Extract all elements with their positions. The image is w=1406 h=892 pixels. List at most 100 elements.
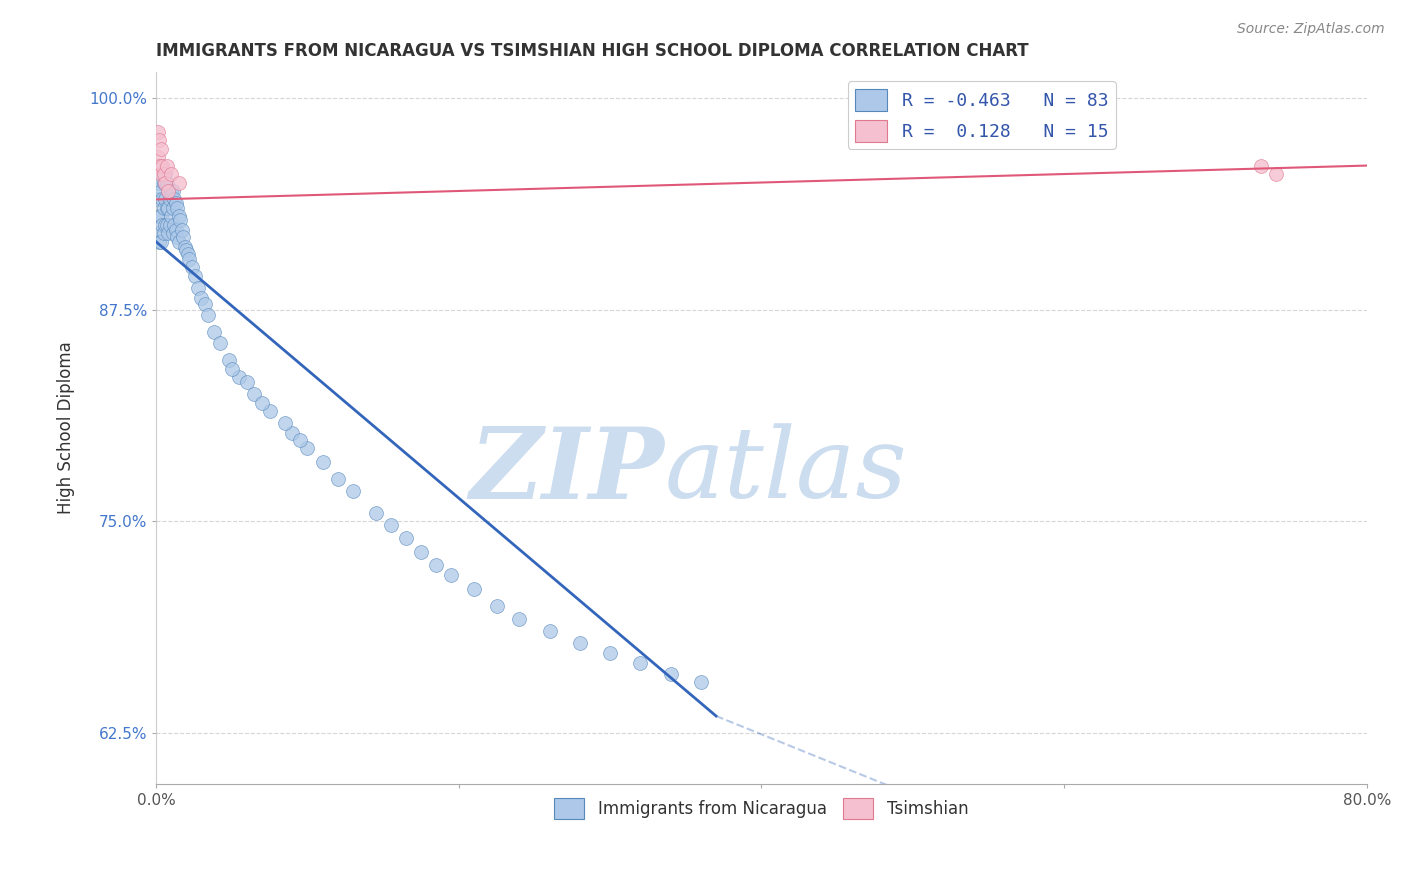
Point bbox=[148, 133, 170, 147]
Point bbox=[568, 636, 591, 650]
Point bbox=[259, 404, 281, 418]
Point bbox=[149, 159, 172, 173]
Point bbox=[380, 517, 402, 532]
Point bbox=[179, 252, 201, 266]
Point bbox=[177, 246, 200, 260]
Point bbox=[152, 176, 174, 190]
Point bbox=[146, 227, 169, 241]
Point bbox=[690, 675, 713, 690]
Point bbox=[159, 218, 181, 232]
Point bbox=[184, 268, 207, 283]
Point bbox=[150, 193, 173, 207]
Point bbox=[659, 666, 682, 681]
Point bbox=[208, 336, 231, 351]
Text: IMMIGRANTS FROM NICARAGUA VS TSIMSHIAN HIGH SCHOOL DIPLOMA CORRELATION CHART: IMMIGRANTS FROM NICARAGUA VS TSIMSHIAN H… bbox=[156, 42, 1029, 60]
Point bbox=[160, 167, 183, 181]
Point bbox=[1265, 167, 1288, 181]
Point bbox=[176, 244, 198, 258]
Point bbox=[153, 176, 176, 190]
Point bbox=[150, 167, 173, 181]
Point bbox=[157, 184, 180, 198]
Point bbox=[463, 582, 485, 596]
Point bbox=[169, 212, 191, 227]
Point bbox=[157, 184, 180, 198]
Point bbox=[288, 433, 311, 447]
Point bbox=[165, 223, 187, 237]
Point bbox=[156, 176, 179, 190]
Point bbox=[160, 184, 183, 198]
Point bbox=[167, 210, 190, 224]
Point bbox=[538, 624, 561, 639]
Point bbox=[440, 568, 463, 582]
Point bbox=[173, 240, 195, 254]
Point bbox=[156, 159, 179, 173]
Point bbox=[146, 125, 169, 139]
Point bbox=[202, 325, 225, 339]
Point bbox=[162, 201, 184, 215]
Point bbox=[221, 361, 243, 376]
Point bbox=[197, 308, 219, 322]
Point bbox=[156, 201, 179, 215]
Point bbox=[190, 291, 212, 305]
Point bbox=[167, 176, 190, 190]
Point bbox=[170, 223, 193, 237]
Point bbox=[148, 235, 170, 249]
Point bbox=[187, 280, 209, 294]
Point bbox=[153, 167, 176, 181]
Point bbox=[485, 599, 508, 613]
Point bbox=[159, 193, 181, 207]
Point bbox=[1250, 159, 1272, 173]
Point bbox=[599, 646, 621, 660]
Point bbox=[425, 558, 447, 573]
Point bbox=[165, 195, 187, 210]
Point bbox=[153, 193, 176, 207]
Point bbox=[181, 260, 204, 275]
Point bbox=[172, 229, 194, 244]
Text: ZIP: ZIP bbox=[470, 423, 665, 519]
Point bbox=[364, 506, 387, 520]
Point bbox=[163, 193, 186, 207]
Point bbox=[146, 150, 169, 164]
Text: atlas: atlas bbox=[665, 423, 907, 518]
Point bbox=[146, 193, 169, 207]
Point bbox=[243, 387, 266, 401]
Point bbox=[149, 235, 172, 249]
Point bbox=[149, 210, 172, 224]
Point bbox=[149, 167, 172, 181]
Point bbox=[148, 210, 170, 224]
Legend: Immigrants from Nicaragua, Tsimshian: Immigrants from Nicaragua, Tsimshian bbox=[548, 791, 976, 825]
Point bbox=[193, 297, 215, 311]
Point bbox=[152, 167, 174, 181]
Point bbox=[150, 218, 173, 232]
Point bbox=[160, 210, 183, 224]
Point bbox=[156, 218, 179, 232]
Point bbox=[162, 184, 184, 198]
Point bbox=[150, 159, 173, 173]
Point bbox=[395, 531, 418, 545]
Point bbox=[148, 176, 170, 190]
Text: Source: ZipAtlas.com: Source: ZipAtlas.com bbox=[1237, 22, 1385, 37]
Point bbox=[152, 227, 174, 241]
Point bbox=[149, 142, 172, 156]
Point bbox=[157, 201, 180, 215]
Point bbox=[281, 426, 304, 441]
Point bbox=[157, 227, 180, 241]
Point bbox=[152, 201, 174, 215]
Point bbox=[218, 353, 240, 368]
Point bbox=[409, 545, 432, 559]
Point bbox=[508, 612, 530, 626]
Point bbox=[311, 455, 333, 469]
Point bbox=[250, 395, 273, 409]
Point bbox=[163, 218, 186, 232]
Point bbox=[628, 657, 651, 671]
Point bbox=[274, 416, 297, 430]
Point bbox=[148, 159, 170, 173]
Point bbox=[162, 227, 184, 241]
Point bbox=[228, 370, 250, 384]
Point bbox=[342, 483, 364, 498]
Point bbox=[153, 218, 176, 232]
Point bbox=[236, 376, 259, 390]
Y-axis label: High School Diploma: High School Diploma bbox=[58, 342, 75, 515]
Point bbox=[326, 472, 349, 486]
Point bbox=[166, 201, 188, 215]
